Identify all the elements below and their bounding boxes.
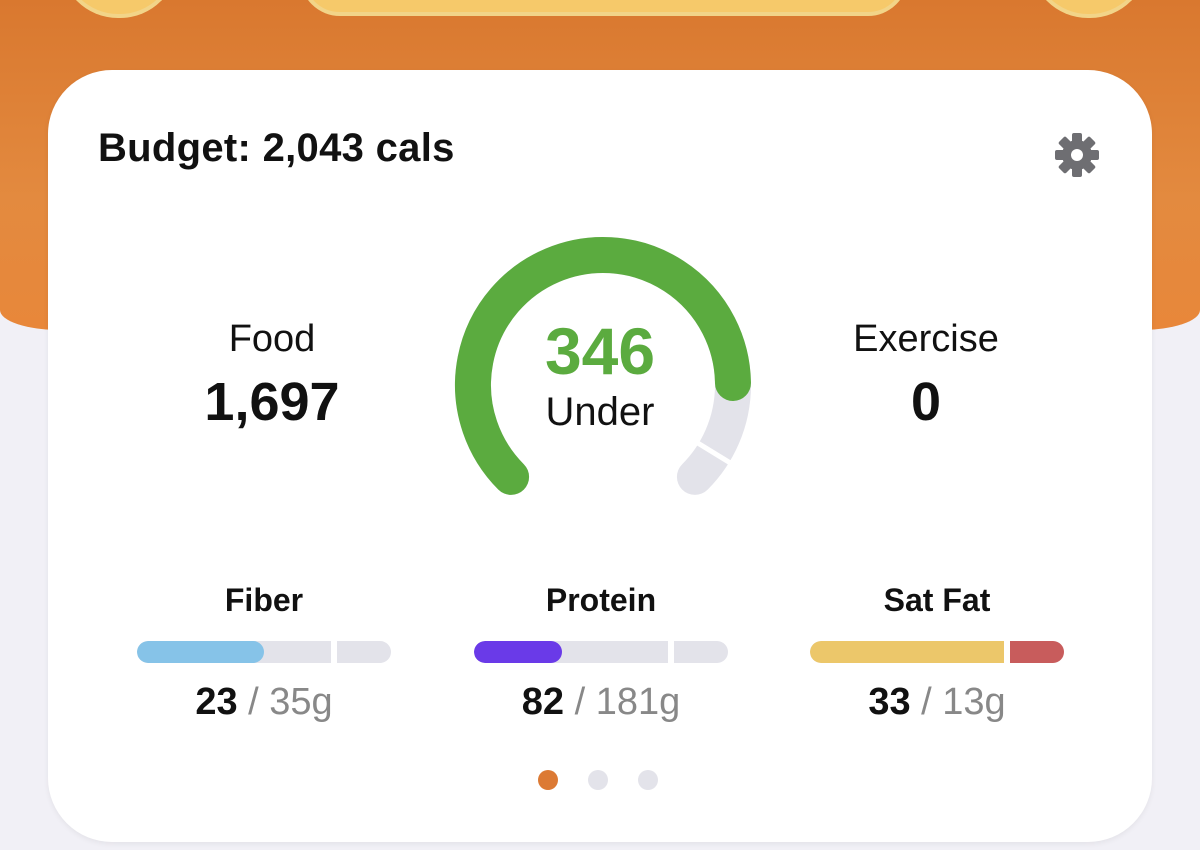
page-dot[interactable] bbox=[638, 770, 658, 790]
calories-remaining: 346 bbox=[544, 314, 656, 388]
budget-card[interactable]: Budget: 2,043 cals Food 1,697 346 Under … bbox=[48, 70, 1152, 842]
macro-bar-over bbox=[1010, 641, 1064, 663]
macro-separator: / bbox=[564, 681, 596, 723]
macro-bar-over bbox=[674, 641, 728, 663]
macro-bar-fill bbox=[810, 641, 1004, 663]
macro-bar-fill bbox=[474, 641, 562, 663]
top-center-control[interactable] bbox=[300, 0, 908, 16]
macro-separator: / bbox=[237, 681, 270, 723]
gear-icon[interactable] bbox=[1052, 130, 1102, 180]
macro-separator: / bbox=[910, 681, 943, 723]
macro-target: 181g bbox=[595, 681, 681, 723]
calories-status: Under bbox=[545, 390, 655, 434]
page-dot[interactable] bbox=[588, 770, 608, 790]
gauge-center: 346 Under bbox=[450, 316, 750, 435]
macro-sat-fat[interactable]: Sat Fat 33 / 13g bbox=[810, 582, 1064, 724]
macro-target: 35g bbox=[269, 681, 333, 723]
macro-current: 23 bbox=[195, 681, 238, 723]
exercise-label: Exercise bbox=[853, 318, 999, 360]
page-indicator bbox=[538, 770, 658, 790]
macro-bar-over bbox=[337, 641, 391, 663]
macro-fiber[interactable]: Fiber 23 / 35g bbox=[137, 582, 391, 724]
macro-current: 33 bbox=[868, 681, 911, 723]
food-stat[interactable]: Food 1,697 bbox=[122, 318, 422, 433]
page-dot[interactable] bbox=[538, 770, 558, 790]
gauge-progress bbox=[455, 237, 751, 495]
macro-name: Sat Fat bbox=[883, 582, 991, 618]
budget-title: Budget: 2,043 cals bbox=[98, 126, 455, 170]
food-value: 1,697 bbox=[204, 372, 340, 432]
calorie-gauge bbox=[455, 237, 751, 495]
macro-amount: 33 / 13g bbox=[810, 681, 1064, 724]
exercise-value: 0 bbox=[910, 372, 942, 432]
macro-target: 13g bbox=[942, 681, 1006, 723]
macro-progress-bar bbox=[810, 641, 1064, 663]
macro-protein[interactable]: Protein 82 / 181g bbox=[474, 582, 728, 724]
macro-current: 82 bbox=[521, 681, 565, 723]
macro-name: Fiber bbox=[224, 582, 304, 618]
macro-name: Protein bbox=[545, 582, 657, 618]
macro-amount: 82 / 181g bbox=[474, 681, 728, 724]
macro-amount: 23 / 35g bbox=[137, 681, 391, 724]
macro-progress-bar bbox=[137, 641, 391, 663]
exercise-stat[interactable]: Exercise 0 bbox=[776, 318, 1076, 433]
gauge-divider bbox=[693, 439, 734, 467]
macro-progress-bar bbox=[474, 641, 728, 663]
food-label: Food bbox=[228, 318, 316, 360]
macro-bar-fill bbox=[137, 641, 265, 663]
